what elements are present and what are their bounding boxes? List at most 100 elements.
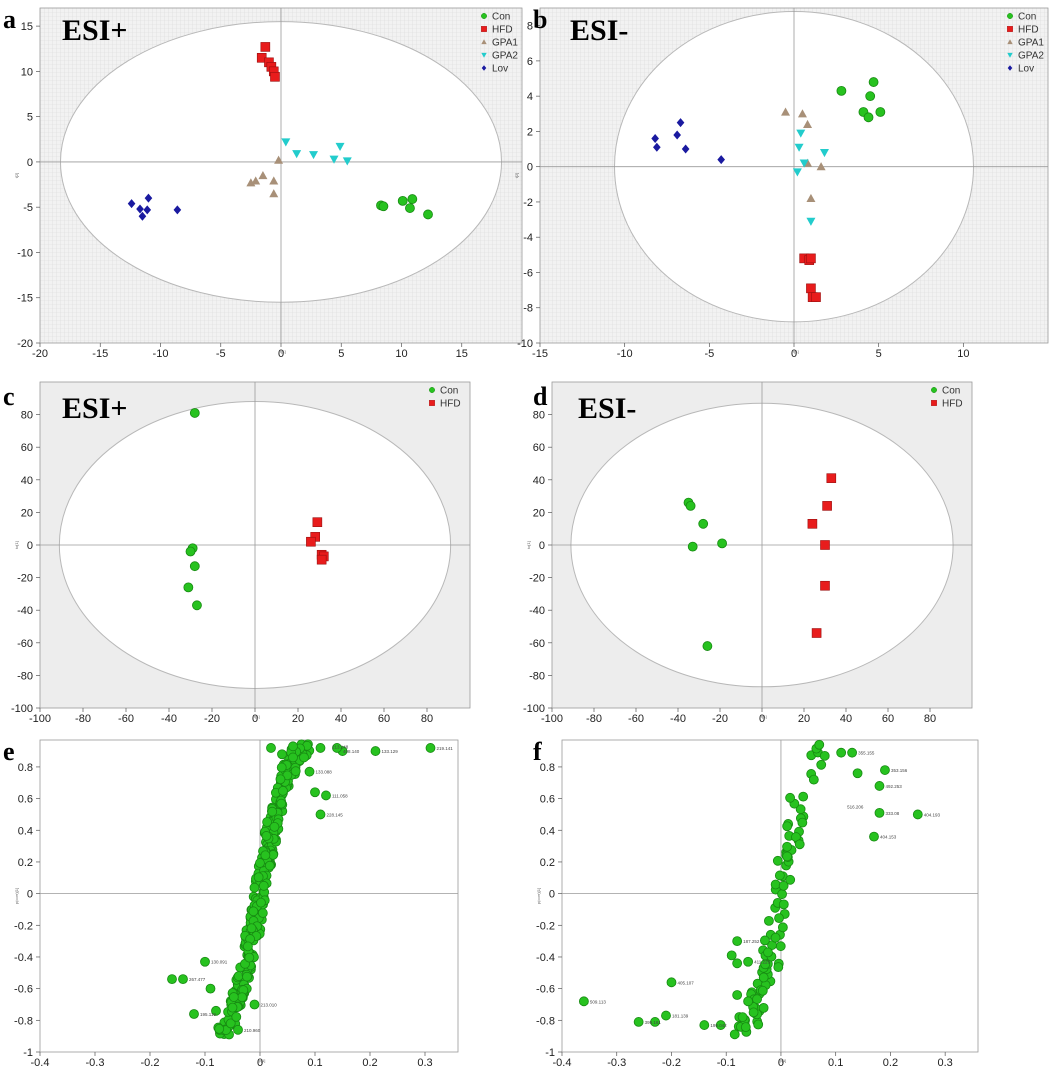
s-plot-point — [276, 762, 287, 773]
s-plot-point — [777, 922, 788, 933]
y-tick-label: -100 — [523, 703, 545, 715]
data-point-gpa1 — [806, 193, 816, 203]
y-tick-label: 60 — [21, 442, 33, 454]
data-point-metabolites — [726, 950, 737, 961]
data-point-con — [397, 195, 408, 206]
x-tick-label: 0.2 — [883, 1057, 898, 1069]
legend-entry: Con — [429, 386, 458, 397]
panel-e-s-plot: -0.4 -0.3 -0.2 -0.1 0 0.1 0.2 0.3 -1 -0.8 -0.6 -0.4… — [14, 739, 459, 1069]
legend-entry: Lov — [1007, 64, 1034, 75]
x-tick-label: -10 — [617, 348, 633, 360]
data-point-gpa2 — [292, 150, 302, 159]
legend-label: Con — [492, 12, 510, 23]
point-label: 187.252 — [743, 939, 760, 944]
data-point-metabolites — [836, 747, 847, 758]
data-point-metabolites — [425, 743, 436, 753]
x-tick-label: -100 — [29, 713, 51, 725]
data-point-con — [185, 546, 196, 557]
s-plot-point — [763, 947, 773, 958]
s-plot-point — [269, 821, 280, 832]
data-point-gpa1 — [269, 176, 279, 185]
data-point-metabolites — [211, 1005, 221, 1016]
data-point-metabolites — [288, 741, 298, 752]
y-tick-label: -40 — [529, 605, 545, 617]
data-point-metabolites — [167, 974, 177, 985]
y-tick-label: 5 — [27, 112, 33, 124]
x-tick-label: -60 — [118, 713, 134, 725]
point-label: 411.229 — [754, 960, 770, 965]
legend-label: HFD — [440, 399, 461, 410]
s-plot-point — [753, 1019, 764, 1030]
x-tick-label: -100 — [541, 713, 563, 725]
data-point-con — [687, 541, 698, 552]
s-plot-point — [774, 913, 784, 924]
legend-entry: Con — [1007, 12, 1036, 23]
s-plot-point — [237, 992, 247, 1003]
y-tick-label: 0.4 — [18, 825, 33, 837]
point-label: 181.139 — [672, 1014, 689, 1019]
y-tick-label: -80 — [17, 670, 33, 682]
data-point-con — [836, 85, 847, 96]
y-tick-label: 60 — [533, 442, 545, 454]
panel-b-score-plot: -15 -10 -5 0 5 10-10-8-6-4-202468t[1]t[2]ConH… — [514, 7, 1049, 360]
s-plot-point — [760, 959, 771, 970]
data-point-metabolites — [732, 958, 743, 969]
y-axis-title: p(corr)[1] — [14, 888, 19, 904]
data-point-metabolites — [819, 750, 830, 761]
data-point-gpa2 — [309, 151, 319, 160]
y-tick-label: -2 — [523, 197, 533, 209]
ion-mode-label-b: ESI- — [570, 14, 628, 47]
legend-label: GPA2 — [492, 51, 518, 62]
data-point-metabolites — [874, 807, 885, 818]
s-plot-point — [275, 774, 286, 785]
y-tick-label: 0.8 — [18, 762, 33, 774]
legend-marker — [931, 387, 937, 393]
y-tick-label: 0.8 — [540, 762, 555, 774]
y-tick-label: -0.6 — [14, 984, 33, 996]
s-plot-point — [777, 889, 787, 900]
data-point-gpa2 — [806, 217, 816, 226]
point-label: 195.119 — [200, 1012, 216, 1017]
legend-entry: Con — [481, 12, 510, 23]
data-point-metabolites — [332, 743, 342, 753]
ion-mode-label-c: ESI+ — [62, 392, 127, 425]
s-plot-point — [233, 971, 244, 982]
x-tick-label: -0.3 — [607, 1057, 626, 1069]
s-plot-point — [782, 821, 793, 832]
y-tick-label: -40 — [17, 605, 33, 617]
x-tick-label: 0 — [791, 348, 797, 360]
y-tick-label: -4 — [523, 232, 533, 244]
panel-d-score-plot: -100 -80 -60 -40 -20 0 20 40 60 80 -100 -80 -60 -40 -2… — [523, 381, 973, 725]
data-point-con — [378, 201, 389, 212]
x-tick-label: 0 — [778, 1057, 784, 1069]
data-point-con — [685, 500, 696, 511]
legend-marker — [481, 65, 487, 71]
data-point-metabolites — [321, 790, 331, 801]
data-point-hfd — [826, 473, 837, 483]
panel-letter-f: f — [533, 737, 542, 766]
data-point-gpa2 — [792, 168, 802, 177]
panel-letter-b: b — [533, 5, 547, 34]
point-label: 399.161 — [645, 1020, 662, 1025]
s-plot-point — [752, 994, 762, 1005]
s-plot-point — [797, 817, 808, 828]
plot-background — [562, 740, 978, 1052]
s-plot-point — [256, 897, 266, 908]
s-plot-point — [248, 906, 259, 917]
panel-f-s-plot: -0.4 -0.3 -0.2 -0.1 0 0.1 0.2 0.3 -1 -0.8 -0.6 -0.4… — [536, 739, 979, 1069]
s-plot-point — [798, 791, 809, 802]
x-tick-label: 20 — [798, 713, 810, 725]
point-label: 355.155 — [858, 751, 875, 756]
point-label: 199.042 — [710, 1023, 727, 1028]
data-point-gpa1 — [269, 189, 279, 198]
point-label: 509.113 — [590, 999, 606, 1004]
legend-marker — [481, 52, 487, 58]
y-tick-label: 0 — [527, 162, 533, 174]
x-tick-label: -40 — [161, 713, 177, 725]
s-plot-point — [816, 759, 827, 770]
panel-a-score-plot: -20 -15 -10 -5 0 5 10 15 -20 -15 -10 -5 0 5 10 15 t[1] t[… — [14, 7, 523, 360]
x-tick-label: -0.1 — [196, 1057, 215, 1069]
legend-marker — [429, 387, 435, 393]
y-tick-label: 10 — [21, 66, 33, 78]
s-plot-point — [764, 915, 774, 926]
